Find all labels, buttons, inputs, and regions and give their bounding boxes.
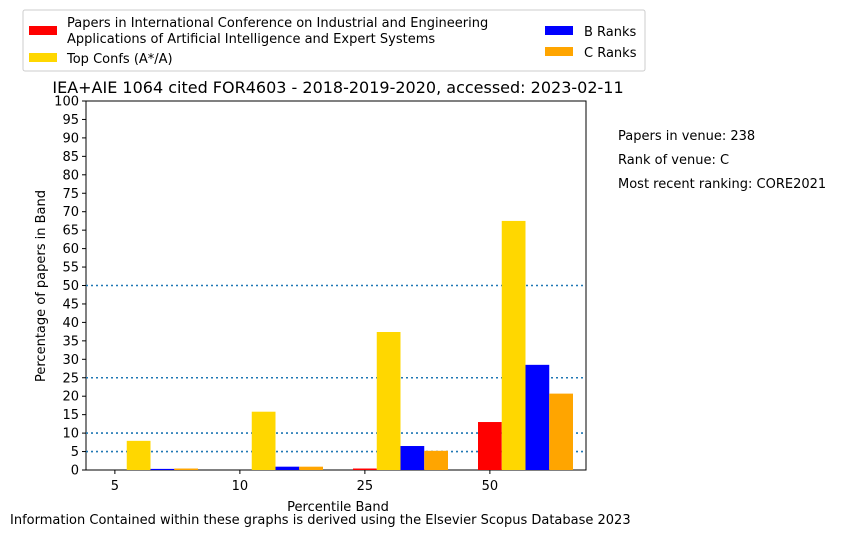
bar-5-series-1: [126, 440, 151, 470]
annotation-most-recent-ranking: Most recent ranking: CORE2021: [618, 177, 826, 192]
bar-50-series-0: [478, 422, 502, 470]
y-tick-label: 5: [71, 445, 79, 460]
bar-25-series-0: [353, 468, 377, 470]
footer-note: Information Contained within these graph…: [10, 513, 631, 528]
y-tick-label: 25: [62, 371, 79, 386]
y-tick-label: 95: [62, 113, 79, 128]
x-axis-label: Percentile Band: [287, 500, 389, 515]
bar-5-series-2: [150, 468, 175, 470]
y-tick-label: 40: [62, 316, 79, 331]
legend-swatch-b: [545, 26, 573, 35]
legend-label-venue-line1: Papers in International Conference on In…: [67, 16, 488, 31]
x-tick-label: 50: [482, 479, 499, 494]
bar-10-series-3: [299, 466, 323, 470]
y-tick-label: 65: [62, 224, 79, 239]
y-tick-label: 80: [62, 168, 79, 183]
legend-label-b: B Ranks: [584, 25, 637, 40]
legend-label-c: C Ranks: [584, 46, 637, 61]
bar-25-series-3: [424, 450, 448, 470]
y-tick-label: 15: [62, 408, 79, 423]
bar-50-series-3: [549, 393, 573, 470]
y-tick-label: 90: [62, 131, 79, 146]
y-tick-label: 35: [62, 334, 79, 349]
y-tick-label: 45: [62, 297, 79, 312]
y-tick-label: 0: [71, 464, 79, 479]
bar-25-series-1: [376, 331, 401, 470]
y-tick-label: 55: [62, 261, 79, 276]
annotation-rank-of-venue: Rank of venue: C: [618, 153, 729, 168]
x-tick-label: 25: [357, 479, 374, 494]
bar-5-series-3: [174, 468, 198, 470]
y-tick-label: 30: [62, 353, 79, 368]
x-axis: 5 10 25 50: [111, 470, 498, 494]
chart-title: IEA+AIE 1064 cited FOR4603 - 2018-2019-2…: [52, 78, 623, 97]
y-tick-label: 60: [62, 242, 79, 257]
annotation-papers-in-venue: Papers in venue: 238: [618, 129, 755, 144]
x-tick-label: 5: [111, 479, 119, 494]
y-axis: 0 5 10 15 20 25 30 35 40 45 50 55 60 65 70 75 80 85 90 95 10…: [54, 95, 86, 479]
bar-50-series-2: [525, 364, 550, 470]
legend-frame: [22, 9, 646, 72]
y-axis-label: Percentage of papers in Band: [34, 190, 49, 382]
legend-label-top: Top Confs (A*/A): [66, 52, 173, 67]
bar-10-series-1: [251, 411, 276, 470]
y-tick-label: 10: [62, 427, 79, 442]
y-tick-label: 50: [62, 279, 79, 294]
y-tick-label: 20: [62, 390, 79, 405]
x-tick-label: 10: [232, 479, 249, 494]
y-tick-label: 70: [62, 205, 79, 220]
y-tick-label: 85: [62, 150, 79, 165]
bar-10-series-2: [275, 466, 300, 470]
y-tick-label: 100: [54, 95, 79, 110]
bars: [126, 220, 573, 470]
legend: Papers in International Conference on In…: [22, 9, 646, 72]
legend-label-venue-line2: Applications of Artificial Intelligence …: [67, 32, 435, 47]
legend-swatch-top: [29, 53, 57, 62]
bar-50-series-1: [501, 220, 526, 470]
legend-swatch-c: [545, 47, 573, 56]
y-tick-label: 75: [62, 187, 79, 202]
legend-swatch-venue: [29, 26, 57, 35]
bar-25-series-2: [400, 446, 425, 470]
